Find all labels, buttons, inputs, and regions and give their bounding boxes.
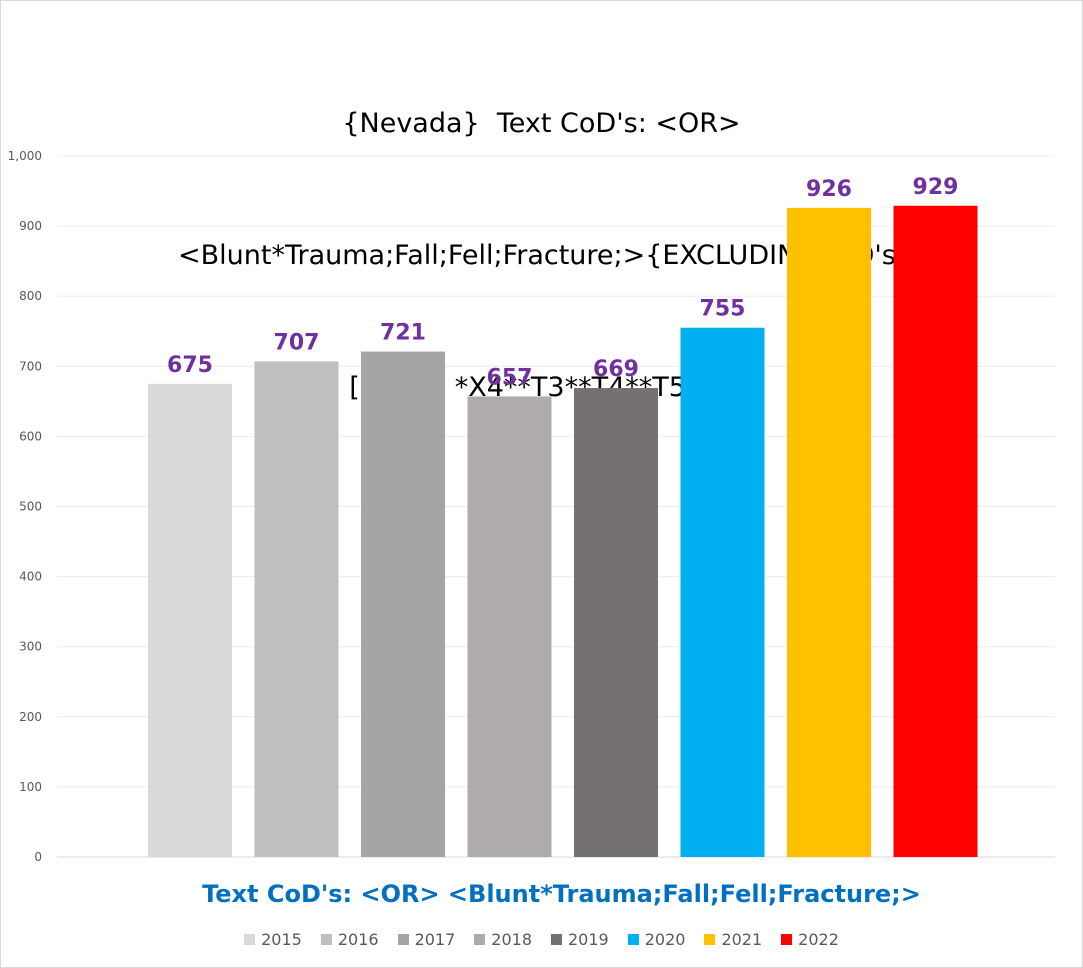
- legend-label: 2020: [644, 930, 686, 949]
- legend-item-2021: 2021: [704, 930, 762, 949]
- legend-swatch: [474, 934, 486, 945]
- data-label-2020: 755: [700, 297, 746, 322]
- legend-item-2018: 2018: [474, 930, 532, 949]
- bar-2017: [361, 351, 445, 857]
- bar-2021: [787, 207, 871, 857]
- legend-swatch: [320, 934, 332, 945]
- legend-item-2020: 2020: [627, 930, 686, 949]
- legend-swatch: [781, 934, 793, 945]
- legend-swatch: [397, 934, 409, 945]
- legend-item-2022: 2022: [781, 930, 839, 949]
- legend-item-2019: 2019: [551, 930, 609, 949]
- y-tick-label: 900: [19, 219, 42, 233]
- y-tick-label: 800: [19, 289, 42, 303]
- legend-label: 2021: [721, 930, 763, 949]
- y-tick-label: 300: [19, 640, 42, 654]
- legend-swatch: [244, 934, 256, 945]
- legend-item-2017: 2017: [397, 930, 456, 949]
- legend-item-2016: 2016: [320, 930, 379, 949]
- legend-label: 2016: [337, 930, 379, 949]
- bar-2018: [467, 396, 552, 857]
- legend-label: 2019: [568, 930, 609, 949]
- legend-swatch: [627, 934, 639, 945]
- y-tick-label: 400: [19, 570, 42, 584]
- y-tick-label: 600: [19, 429, 42, 443]
- bar-2016: [254, 361, 339, 857]
- legend-label: 2018: [491, 930, 532, 949]
- data-label-2022: 929: [913, 175, 959, 200]
- legend-swatch: [704, 934, 716, 945]
- data-label-2018: 657: [487, 365, 533, 390]
- legend-label: 2015: [261, 930, 302, 949]
- data-label-2015: 675: [167, 353, 213, 378]
- data-label-2016: 707: [274, 330, 320, 355]
- chart-title-line-1: {Nevada} Text CoD's: <OR>: [342, 108, 741, 139]
- y-tick-label: 0: [34, 850, 42, 864]
- legend-label: 2017: [414, 930, 456, 949]
- y-tick-label: 200: [19, 710, 42, 724]
- data-label-2021: 926: [806, 177, 852, 202]
- chart-legend: 2015 2016 2017 2018 2019 2020 2021 2022: [0, 930, 1083, 949]
- y-tick-label: 500: [19, 500, 42, 514]
- legend-label: 2022: [798, 930, 839, 949]
- bar-2019: [574, 388, 658, 857]
- bar-2022: [893, 205, 978, 857]
- legend-item-2015: 2015: [244, 930, 302, 949]
- bar-2020: [680, 327, 765, 857]
- data-label-2019: 669: [593, 357, 639, 382]
- y-tick-label: 100: [19, 780, 42, 794]
- y-tick-label: 700: [19, 359, 42, 373]
- data-label-2017: 721: [380, 321, 426, 346]
- x-axis-label: Text CoD's: <OR> <Blunt*Trauma;Fall;Fell…: [202, 880, 921, 908]
- y-tick-label: 1,000: [8, 149, 42, 163]
- bar-2015: [148, 383, 232, 857]
- legend-swatch: [551, 934, 562, 945]
